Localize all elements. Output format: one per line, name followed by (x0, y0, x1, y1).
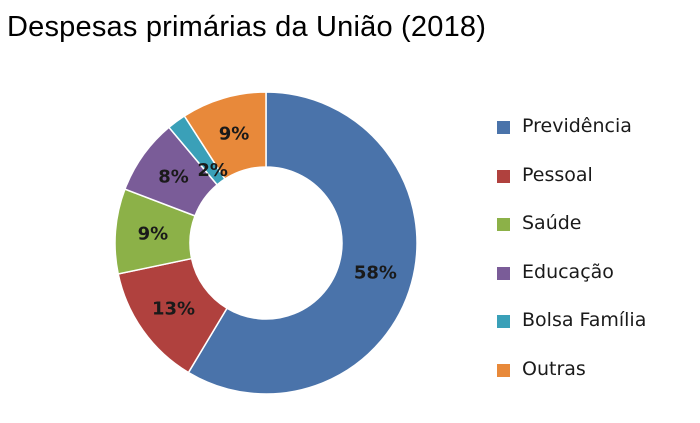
legend-swatch (497, 218, 510, 231)
legend-swatch (497, 121, 510, 134)
legend-label: Bolsa Família (522, 309, 647, 331)
legend-label: Saúde (522, 212, 582, 234)
slice-outras (183, 91, 267, 181)
legend-label: Outras (522, 357, 586, 380)
chart-title: Despesas primárias da União (2018) (7, 11, 487, 43)
legend-swatch (497, 315, 510, 328)
data-label-educação: 8% (158, 167, 189, 188)
data-label-saúde: 9% (138, 224, 169, 245)
data-label-previdência: 58% (354, 263, 397, 284)
data-label-outras: 9% (219, 124, 250, 145)
legend-label: Pessoal (522, 163, 593, 186)
slice-previdência (187, 91, 418, 395)
legend-label: Educação (522, 260, 614, 283)
legend-swatch (497, 363, 510, 377)
data-label-pessoal: 13% (152, 298, 195, 319)
data-label-bolsa-família: 2% (197, 160, 228, 181)
legend-swatch (497, 266, 510, 280)
legend-swatch (497, 169, 510, 183)
legend-label: Previdência (522, 115, 632, 137)
